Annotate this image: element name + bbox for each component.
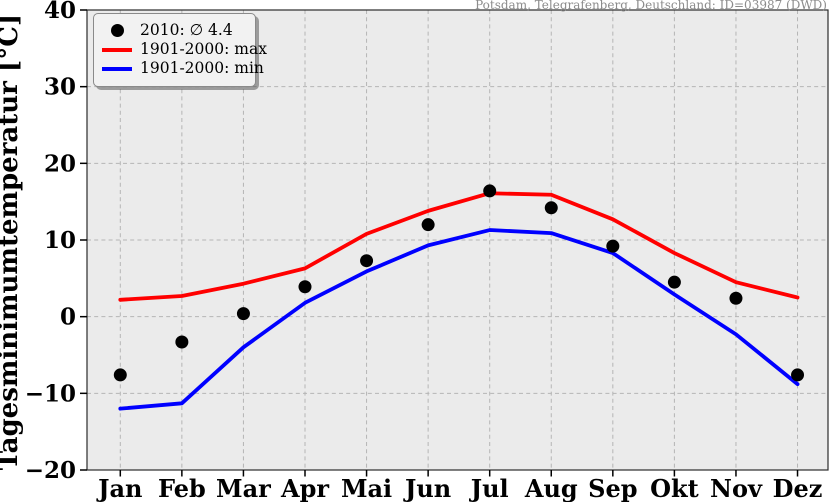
y-tick-label: 30 bbox=[44, 74, 76, 101]
legend-marker-cell bbox=[94, 66, 140, 71]
x-tick-label: Mai bbox=[341, 474, 392, 502]
legend-item: 1901-2000: max bbox=[94, 40, 267, 59]
y-tick-label: 10 bbox=[44, 227, 76, 254]
legend-label: 2010: ∅ 4.4 bbox=[140, 21, 233, 39]
min-line bbox=[118, 228, 800, 411]
x-tick-label: Aug bbox=[524, 474, 578, 502]
data-point-2010 bbox=[729, 291, 743, 305]
data-point-2010 bbox=[298, 280, 312, 294]
legend-marker-cell bbox=[94, 24, 140, 37]
station-annotation: Potsdam, Telegrafenberg, Deutschland: ID… bbox=[475, 0, 827, 12]
x-tick-label: Sep bbox=[588, 474, 637, 502]
legend-line-marker bbox=[102, 47, 132, 52]
y-tick-label: −20 bbox=[25, 457, 76, 484]
data-point-2010 bbox=[606, 239, 620, 253]
data-point-2010 bbox=[544, 201, 558, 215]
x-tick-label: Apr bbox=[280, 474, 329, 502]
x-tick-label: Okt bbox=[650, 474, 699, 502]
data-point-2010 bbox=[175, 335, 189, 349]
x-tick-label: Dez bbox=[773, 474, 823, 502]
data-point-2010 bbox=[360, 254, 374, 268]
data-point-2010 bbox=[791, 368, 805, 382]
data-point-2010 bbox=[667, 275, 681, 289]
y-tick-label: 0 bbox=[60, 304, 76, 331]
legend: 2010: ∅ 4.4 1901-2000: max 1901-2000: min bbox=[93, 13, 267, 87]
x-tick-label: Nov bbox=[710, 474, 763, 502]
legend-marker-cell bbox=[94, 47, 140, 52]
legend-item: 1901-2000: min bbox=[94, 59, 264, 78]
data-point-2010 bbox=[236, 307, 250, 321]
y-axis-title: Tagesminimumtemperatur [°C] bbox=[0, 14, 24, 470]
x-tick-label: Jul bbox=[469, 474, 509, 502]
x-tick-label: Jan bbox=[96, 474, 142, 502]
x-tick-label: Jun bbox=[403, 474, 451, 502]
x-tick-label: Mar bbox=[216, 474, 271, 502]
y-tick-label: 20 bbox=[44, 150, 76, 177]
legend-label: 1901-2000: min bbox=[140, 59, 264, 77]
y-tick-label: 40 bbox=[44, 0, 76, 24]
legend-dot-marker bbox=[110, 24, 124, 37]
y-tick-label: −10 bbox=[25, 380, 76, 407]
data-point-2010 bbox=[483, 184, 497, 198]
x-tick-label: Feb bbox=[158, 474, 206, 502]
legend-item: 2010: ∅ 4.4 bbox=[94, 21, 255, 40]
max-line bbox=[118, 191, 800, 302]
legend-label: 1901-2000: max bbox=[140, 40, 267, 58]
data-point-2010 bbox=[113, 368, 127, 382]
legend-line-marker bbox=[102, 66, 132, 71]
data-point-2010 bbox=[421, 218, 435, 232]
